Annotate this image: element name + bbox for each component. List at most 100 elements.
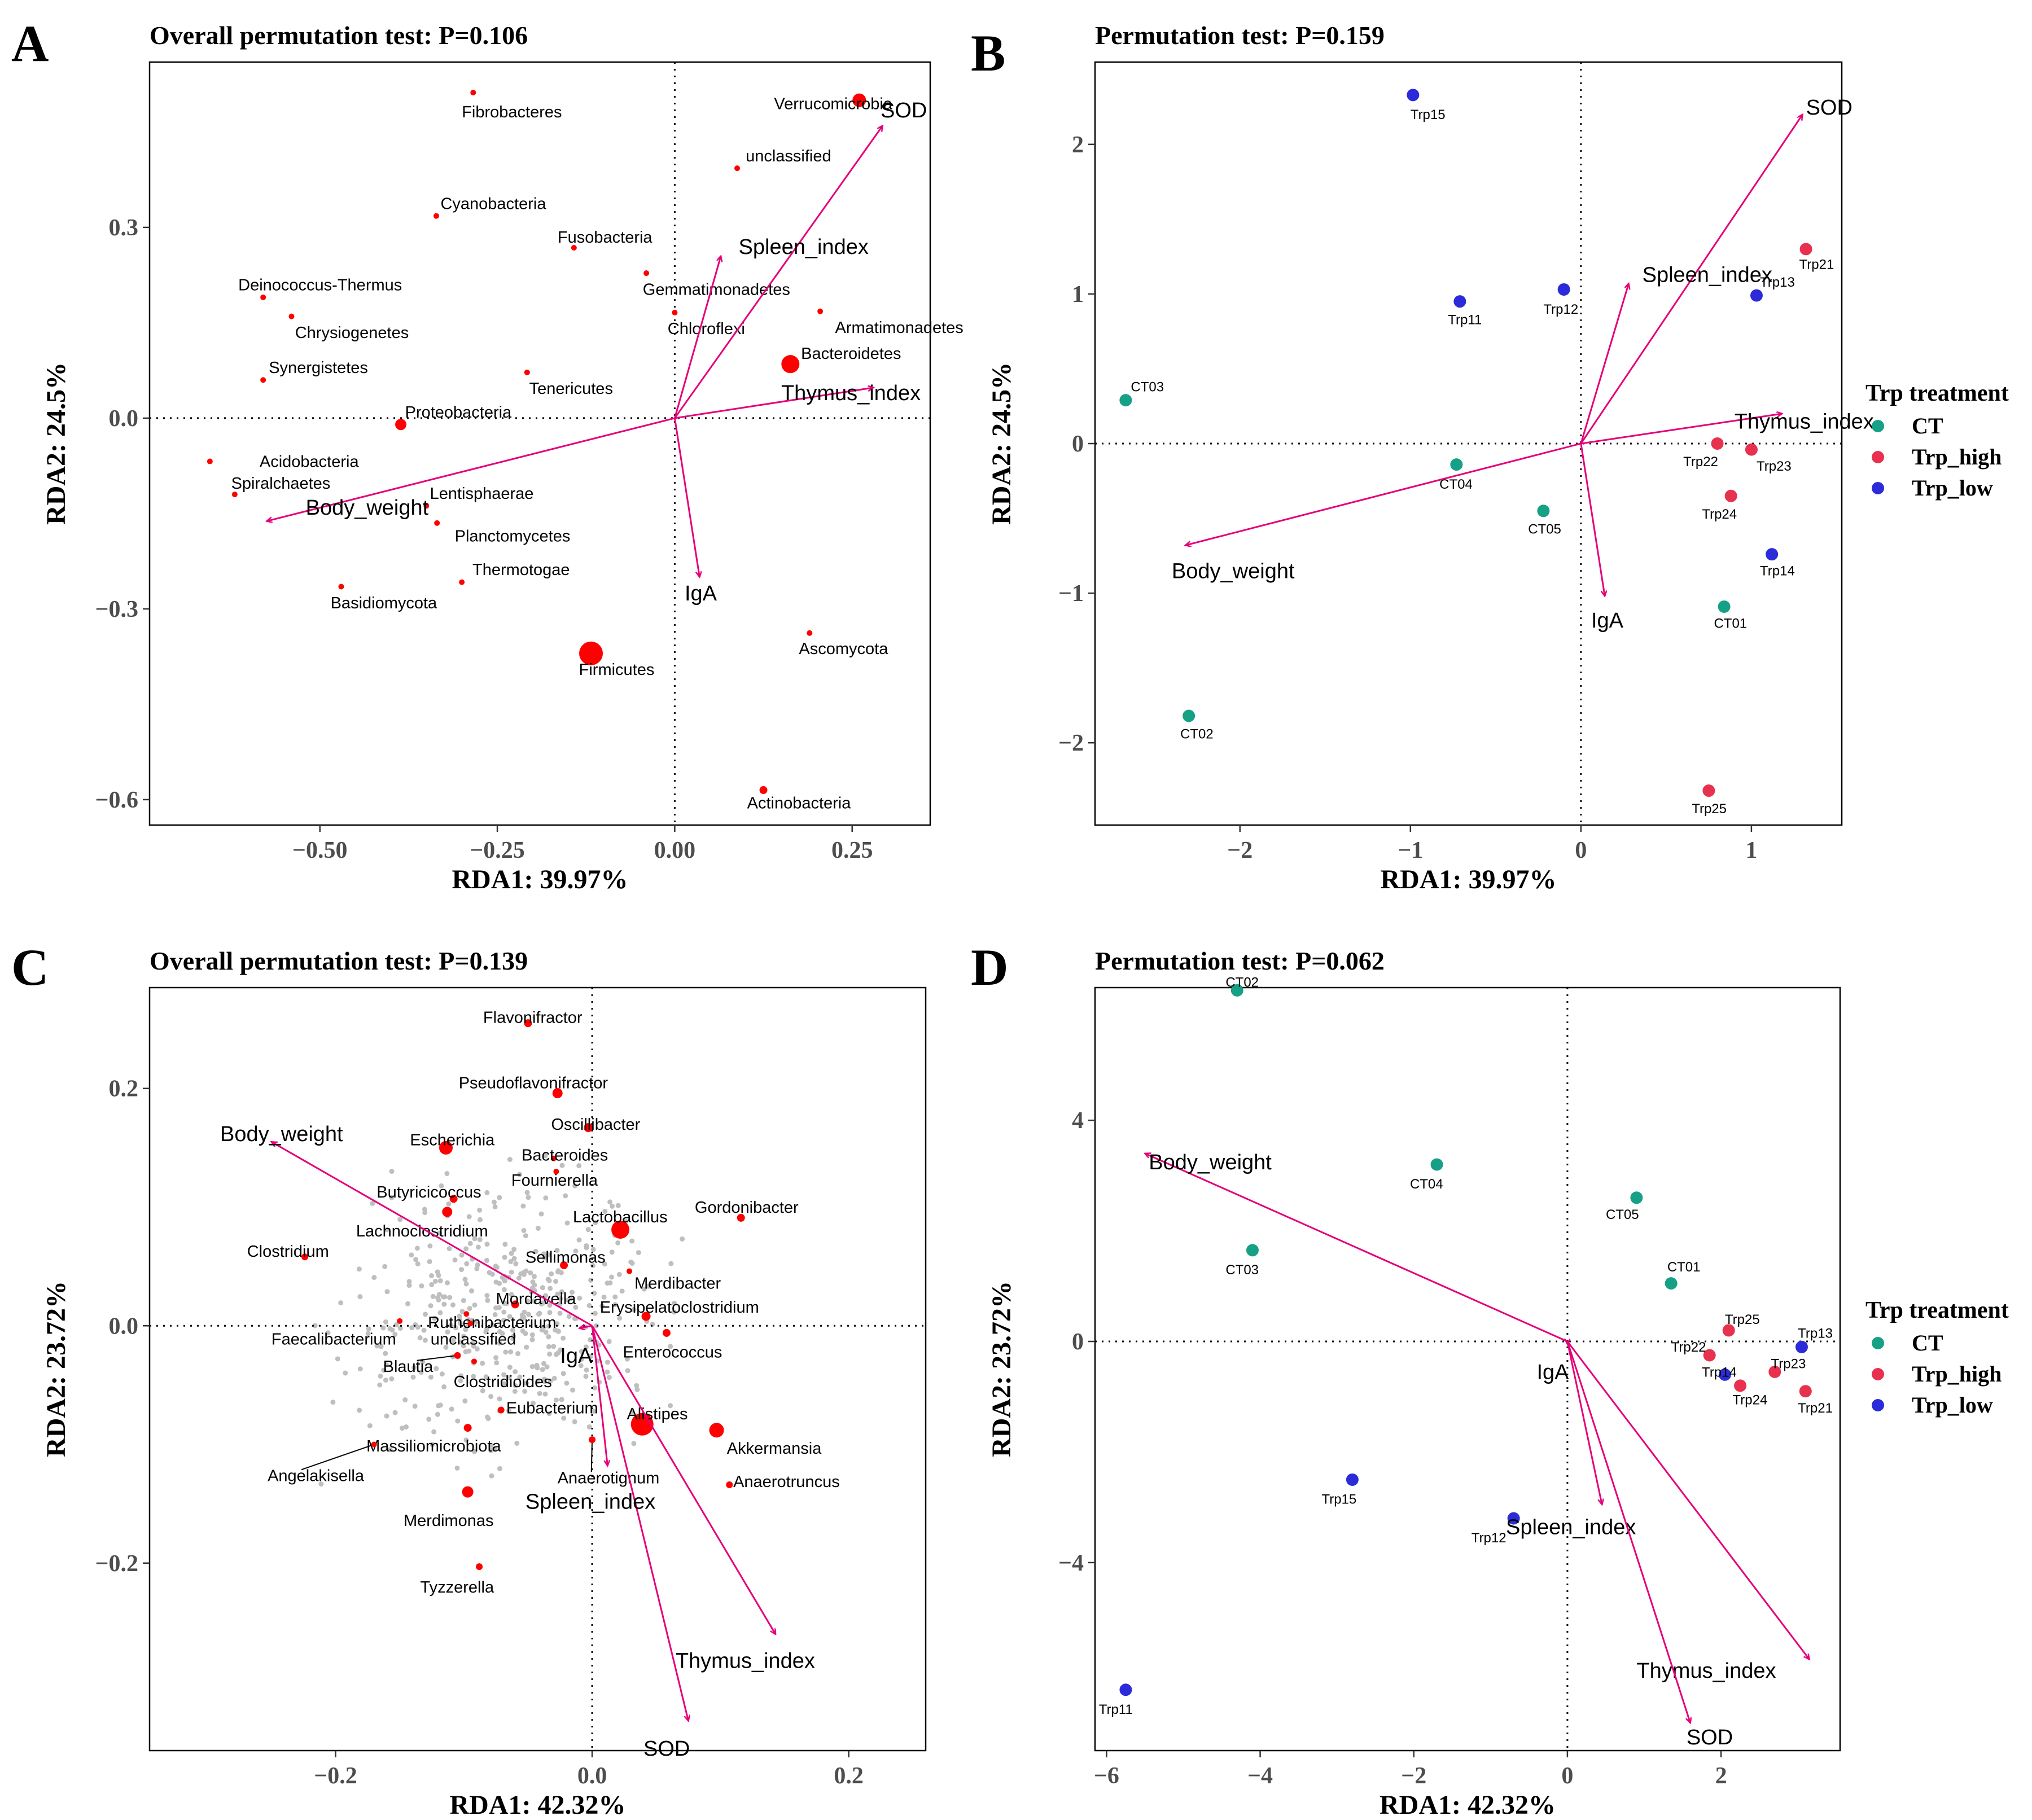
background-genus-point xyxy=(531,1274,537,1279)
legend-item-label: CT xyxy=(1912,413,1943,438)
background-genus-point xyxy=(555,1291,560,1297)
taxon-label: Merdimonas xyxy=(404,1512,494,1530)
background-genus-point xyxy=(510,1327,515,1333)
background-genus-point xyxy=(480,1388,485,1393)
x-tick-label: −4 xyxy=(1247,1763,1273,1789)
background-genus-point xyxy=(559,1397,564,1402)
legend: Trp treatment CT Trp_high Trp_low xyxy=(1865,1297,2009,1418)
background-genus-point xyxy=(555,1350,561,1356)
taxon-label: Lentisphaerae xyxy=(430,485,534,503)
panel-d: D Permutation test: P=0.062 −6 −4 −2 0 2 −4 0 4 RD… xyxy=(971,938,2009,1820)
background-genus-point xyxy=(413,1257,419,1262)
background-genus-point xyxy=(538,1301,544,1307)
taxon-label: Faecalibacterium xyxy=(271,1331,396,1349)
background-genus-point xyxy=(554,1248,560,1253)
background-genus-point xyxy=(472,1236,478,1242)
background-genus-point xyxy=(586,1303,592,1309)
background-genus-point xyxy=(335,1356,340,1362)
env-arrow-label: SOD xyxy=(1806,96,1853,120)
background-genus-point xyxy=(484,1293,490,1299)
taxon-point xyxy=(852,93,866,107)
background-genus-point xyxy=(553,1327,558,1333)
background-genus-point xyxy=(606,1339,612,1344)
taxon-label: Deinococcus-Thermus xyxy=(238,276,402,294)
background-genus-point xyxy=(584,1367,589,1373)
env-arrow-label: Thymus_index xyxy=(1636,1659,1776,1683)
env-arrow xyxy=(579,1326,593,1328)
background-genus-point xyxy=(417,1335,423,1340)
y-tick-label: 2 xyxy=(1072,132,1084,158)
background-genus-point xyxy=(449,1406,454,1412)
background-genus-point xyxy=(325,1330,331,1336)
background-genus-point xyxy=(422,1337,428,1343)
taxon-point xyxy=(462,1486,474,1498)
background-genus-point xyxy=(433,1366,439,1371)
taxon-label: Oscillibacter xyxy=(551,1116,640,1134)
env-arrow-label: IgA xyxy=(1536,1361,1569,1384)
background-genus-point xyxy=(607,1199,613,1205)
legend-item-label: Trp_low xyxy=(1912,1392,1993,1418)
env-arrow xyxy=(1566,1341,1810,1659)
background-genus-point xyxy=(432,1278,438,1284)
background-genus-point xyxy=(535,1226,541,1231)
sample-label: Trp24 xyxy=(1732,1392,1767,1407)
background-genus-point xyxy=(560,1335,566,1341)
env-arrow-label: Thymus_index xyxy=(781,381,921,405)
y-tick-label: 0.2 xyxy=(109,1076,139,1102)
sample-point xyxy=(1630,1191,1643,1204)
env-arrow xyxy=(1580,115,1803,444)
background-genus-point xyxy=(542,1391,548,1397)
sample-point xyxy=(1119,394,1132,407)
background-genus-point xyxy=(641,1286,647,1292)
taxon-label: Armatimonadetes xyxy=(835,319,964,337)
taxon-label: Bacteroidetes xyxy=(801,345,901,363)
background-genus-point xyxy=(593,1323,599,1328)
sample-label: Trp23 xyxy=(1757,459,1792,474)
background-genus-point xyxy=(474,1319,480,1325)
taxon-point xyxy=(397,1318,403,1324)
background-genus-point xyxy=(494,1265,500,1270)
background-genus-point xyxy=(602,1209,608,1214)
background-genus-point xyxy=(564,1220,570,1226)
background-genus-point xyxy=(405,1301,411,1306)
background-genus-point xyxy=(436,1292,442,1297)
background-genus-point xyxy=(409,1252,414,1258)
background-genus-point xyxy=(542,1153,548,1159)
taxon-label: Lachnoclostridium xyxy=(356,1222,488,1240)
background-genus-point xyxy=(429,1282,435,1287)
taxon-label: Synergistetes xyxy=(269,359,368,377)
env-arrow-label: Body_weight xyxy=(1149,1151,1272,1174)
background-genus-point xyxy=(616,1271,622,1277)
legend-swatch xyxy=(1872,451,1884,463)
background-genus-point xyxy=(485,1416,491,1422)
background-genus-point xyxy=(464,1261,470,1266)
taxon-label: Anaerotruncus xyxy=(733,1473,840,1491)
background-genus-point xyxy=(437,1278,443,1283)
legend-swatch xyxy=(1872,1368,1884,1380)
taxon-label: Erysipelatoclostridium xyxy=(600,1299,759,1317)
background-genus-point xyxy=(592,1291,597,1296)
background-genus-point xyxy=(548,1286,553,1291)
background-genus-point xyxy=(529,1337,535,1343)
background-genus-point xyxy=(511,1247,517,1252)
panel-letter: C xyxy=(11,938,49,996)
label-leader-line xyxy=(301,1444,375,1471)
background-genus-point xyxy=(557,1310,563,1316)
background-genus-point xyxy=(457,1317,463,1323)
background-genus-point xyxy=(435,1411,440,1417)
background-genus-point xyxy=(546,1411,552,1416)
env-arrow-label: Spleen_index xyxy=(1643,264,1772,287)
sample-label: Trp11 xyxy=(1448,312,1482,327)
taxon-label: Angelakisella xyxy=(268,1467,365,1485)
background-genus-point xyxy=(427,1243,433,1249)
taxon-label: Chrysiogenetes xyxy=(295,324,409,342)
x-tick-label: 0 xyxy=(1575,837,1587,863)
sample-label: Trp14 xyxy=(1702,1365,1737,1380)
background-genus-point xyxy=(497,1329,502,1335)
background-genus-point xyxy=(381,1367,387,1373)
background-genus-point xyxy=(441,1301,447,1307)
background-genus-point xyxy=(553,1397,559,1403)
background-genus-point xyxy=(477,1207,483,1213)
legend-item-label: Trp_high xyxy=(1912,1361,2002,1387)
background-genus-point xyxy=(357,1294,363,1300)
